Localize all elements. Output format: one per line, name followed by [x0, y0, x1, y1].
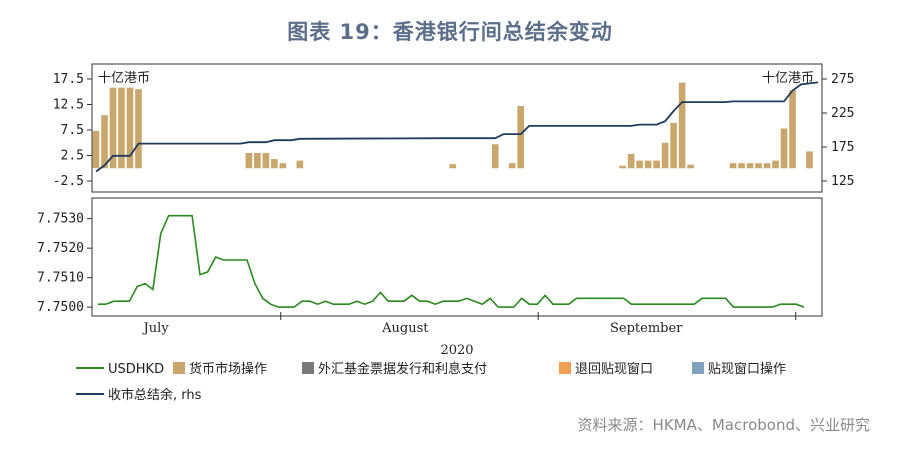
money-market-bar [729, 163, 737, 169]
top-right-unit: 十亿港币 [762, 71, 814, 86]
month-label: August [381, 321, 429, 336]
month-label: September [610, 321, 683, 336]
legend-item-aggregate-balance: 收市总结余, rhs [76, 387, 202, 403]
legend-label-money-market: 货币市场操作 [189, 361, 267, 377]
money-market-bar [254, 152, 261, 169]
legend-label-refund-discount-window: 退回贴现窗口 [575, 361, 653, 377]
top-left-unit: 十亿港币 [98, 71, 150, 86]
legend-item-money-market: 货币市场操作 [173, 361, 267, 377]
bottom-tick-label: 7.7520 [37, 241, 84, 256]
money-market-bar [772, 160, 779, 169]
month-label: July [142, 321, 170, 336]
money-market-bar [118, 87, 125, 169]
legend-item-usdhkd: USDHKD [76, 362, 164, 377]
money-market-bar [245, 152, 253, 169]
legend-label-aggregate-balance: 收市总结余, rhs [108, 387, 202, 403]
money-market-bar [271, 159, 278, 169]
money-market-bar [491, 144, 499, 169]
money-market-bar [449, 164, 457, 169]
right-tick-label: 275 [831, 72, 854, 87]
legend-swatch-refund-discount-window [559, 362, 571, 374]
money-market-bar [101, 115, 108, 169]
figure-title: 图表 19：香港银行间总结余变动 [287, 20, 613, 44]
top-right-axis-ticks: 275 225 175 125 [822, 72, 854, 189]
top-left-axis-ticks: 17.5 12.5 7.5 2.5 -2.5 [53, 72, 92, 189]
money-market-bar [517, 106, 525, 169]
right-tick-label: 125 [831, 174, 854, 189]
money-market-bar [126, 87, 134, 169]
money-market-bar [806, 151, 813, 169]
money-market-bar [644, 160, 652, 169]
bottom-tick-label: 7.7500 [37, 300, 84, 315]
money-market-bar [262, 152, 270, 169]
legend-label-exchange-fund-bills: 外汇基金票据发行和利息支付 [318, 361, 487, 377]
money-market-bar [296, 160, 304, 169]
legend-item-refund-discount-window: 退回贴现窗口 [559, 361, 653, 377]
bottom-tick-label: 7.7510 [37, 271, 84, 286]
bottom-tick-label: 7.7530 [37, 212, 84, 227]
year-label: 2020 [440, 343, 473, 358]
left-tick-label: 12.5 [53, 98, 84, 113]
legend-label-usdhkd: USDHKD [108, 362, 164, 377]
legend: USDHKD 货币市场操作 外汇基金票据发行和利息支付 退回贴现窗口 贴现窗口操… [76, 361, 786, 403]
money-market-bar [678, 82, 686, 169]
money-market-bar [636, 160, 643, 169]
money-market-bar [670, 122, 677, 169]
legend-label-discount-window: 贴现窗口操作 [708, 361, 786, 377]
bottom-panel-frame [91, 197, 823, 317]
legend-item-exchange-fund-bills: 外汇基金票据发行和利息支付 [302, 361, 487, 377]
money-market-bar [789, 90, 796, 169]
top-panel-frame [91, 63, 823, 193]
left-tick-label: 17.5 [53, 72, 84, 87]
legend-item-discount-window: 贴现窗口操作 [692, 361, 786, 377]
money-market-bar [763, 163, 771, 169]
usdhkd-line [98, 214, 805, 308]
left-tick-label: 7.5 [61, 123, 84, 138]
top-panel: 17.5 12.5 7.5 2.5 -2.5 275 225 175 125 十亿港币 十亿港… [53, 63, 854, 193]
money-market-bar [738, 163, 745, 169]
left-tick-label: 2.5 [61, 149, 84, 164]
money-market-bar [687, 164, 694, 169]
money-market-bar [746, 163, 754, 169]
source-note: 资料来源：HKMA、Macrobond、兴业研究 [577, 416, 870, 434]
left-tick-label: -2.5 [53, 174, 84, 189]
money-market-bar [627, 153, 635, 169]
money-market-bar [279, 163, 287, 169]
money-market-bar [755, 163, 762, 169]
month-boundary-ticks [280, 312, 797, 320]
money-market-bar [92, 131, 100, 169]
legend-swatch-discount-window [692, 362, 704, 374]
money-market-bar [619, 165, 626, 169]
legend-swatch-exchange-fund-bills [302, 362, 314, 374]
month-labels: July August September [142, 321, 684, 336]
bottom-panel: 7.7530 7.7520 7.7510 7.7500 July August Septe… [37, 197, 823, 358]
aggregate-balance-line [95, 81, 819, 173]
money-market-bar [780, 128, 788, 169]
right-tick-label: 175 [831, 140, 854, 155]
money-market-bar [508, 163, 516, 169]
bottom-left-axis-ticks: 7.7530 7.7520 7.7510 7.7500 [37, 212, 92, 315]
money-market-bar [109, 87, 117, 169]
money-market-bar [653, 160, 660, 169]
right-tick-label: 225 [831, 106, 854, 121]
legend-swatch-money-market [173, 362, 185, 374]
money-market-bars [92, 82, 813, 169]
money-market-bar [661, 142, 669, 169]
money-market-bar [135, 89, 142, 169]
